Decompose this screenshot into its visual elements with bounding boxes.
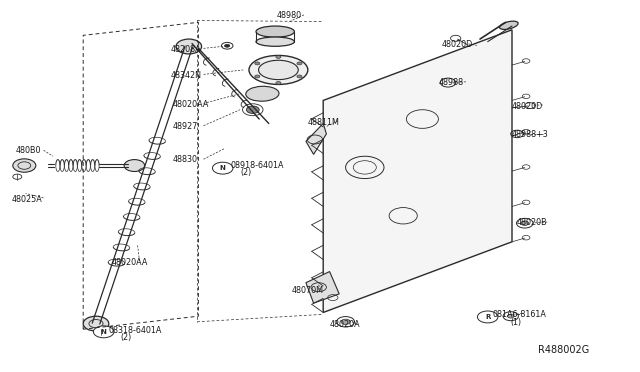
Circle shape [276, 55, 281, 58]
Text: (1): (1) [511, 318, 522, 327]
Circle shape [124, 160, 145, 171]
Text: 48830: 48830 [173, 155, 198, 164]
Text: (2): (2) [120, 333, 132, 342]
Text: (2): (2) [240, 168, 252, 177]
Circle shape [246, 106, 259, 113]
Text: 48988+3: 48988+3 [512, 130, 548, 139]
Circle shape [477, 311, 498, 323]
Ellipse shape [256, 37, 294, 46]
Text: 08318-6401A: 08318-6401A [109, 326, 162, 335]
Text: N: N [100, 329, 107, 335]
Circle shape [255, 75, 260, 78]
Circle shape [521, 221, 529, 225]
Text: 48020AA: 48020AA [173, 100, 209, 109]
Text: 48070M: 48070M [291, 286, 323, 295]
Text: 48208A: 48208A [171, 45, 202, 54]
Text: 08918-6401A: 08918-6401A [230, 161, 284, 170]
Circle shape [212, 162, 233, 174]
Ellipse shape [246, 86, 279, 101]
Polygon shape [306, 272, 339, 303]
Circle shape [93, 326, 114, 338]
Text: 48988: 48988 [438, 78, 463, 87]
Circle shape [341, 319, 350, 324]
Text: 48020D: 48020D [442, 40, 473, 49]
Ellipse shape [256, 26, 294, 37]
Text: 48020A: 48020A [330, 320, 360, 329]
Polygon shape [306, 124, 326, 154]
Text: R488002G: R488002G [538, 346, 589, 355]
Circle shape [255, 62, 260, 65]
Text: 48342N: 48342N [171, 71, 202, 80]
Text: R: R [485, 314, 490, 320]
Circle shape [276, 81, 281, 84]
Text: 081A6-8161A: 081A6-8161A [493, 310, 547, 319]
Text: 48980: 48980 [276, 11, 301, 20]
Circle shape [297, 62, 302, 65]
Polygon shape [323, 30, 512, 312]
Circle shape [176, 39, 202, 54]
Ellipse shape [259, 60, 298, 80]
Ellipse shape [499, 21, 518, 29]
Text: 48811M: 48811M [307, 118, 339, 126]
Text: 48020D: 48020D [512, 102, 543, 110]
Circle shape [83, 316, 109, 331]
Ellipse shape [249, 55, 308, 84]
Circle shape [508, 314, 514, 318]
Text: 48025A: 48025A [12, 195, 42, 203]
Text: 480B0: 480B0 [16, 146, 42, 155]
Text: 48020AA: 48020AA [112, 258, 148, 267]
Text: N: N [220, 165, 226, 171]
Circle shape [225, 44, 230, 47]
Text: 48020B: 48020B [517, 218, 548, 227]
Text: 48927: 48927 [173, 122, 198, 131]
Circle shape [297, 75, 302, 78]
Circle shape [13, 159, 36, 172]
